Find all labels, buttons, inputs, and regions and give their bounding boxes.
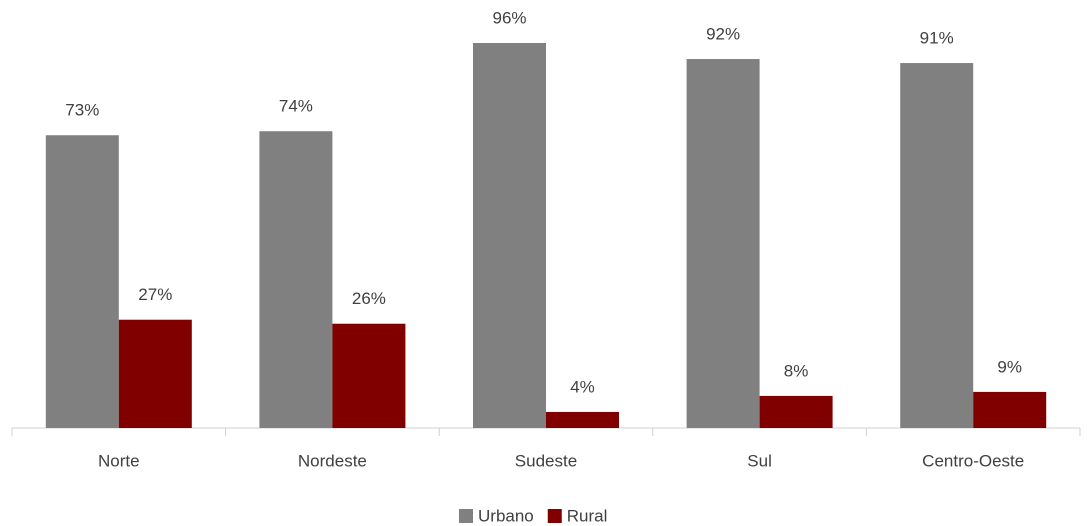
data-label: 96% [492, 8, 526, 27]
data-label: 8% [784, 361, 809, 380]
x-tick-label: Sudeste [515, 451, 577, 470]
data-label: 73% [65, 101, 99, 120]
bar [259, 131, 333, 428]
data-label: 4% [570, 377, 595, 396]
x-tick-label: Nordeste [298, 451, 367, 470]
legend-label: Rural [567, 506, 608, 525]
x-tick-label: Centro-Oeste [922, 451, 1024, 470]
bar [546, 411, 619, 428]
data-label: 9% [997, 357, 1022, 376]
bar [759, 395, 833, 428]
bar [686, 59, 760, 429]
legend-swatch [547, 509, 562, 523]
data-label: 92% [706, 25, 740, 44]
x-tick-label: Sul [747, 451, 772, 470]
legend-swatch [459, 509, 473, 523]
data-label: 26% [352, 289, 386, 308]
bar [45, 135, 119, 429]
x-tick-label: Norte [98, 451, 140, 470]
bar [118, 319, 192, 428]
bar [973, 391, 1047, 428]
legend-label: Urbano [478, 506, 534, 525]
bar [332, 323, 406, 428]
data-label: 74% [279, 97, 313, 116]
bar [900, 63, 974, 428]
data-label: 91% [920, 29, 954, 48]
bar [473, 43, 546, 428]
data-label: 27% [138, 285, 172, 304]
